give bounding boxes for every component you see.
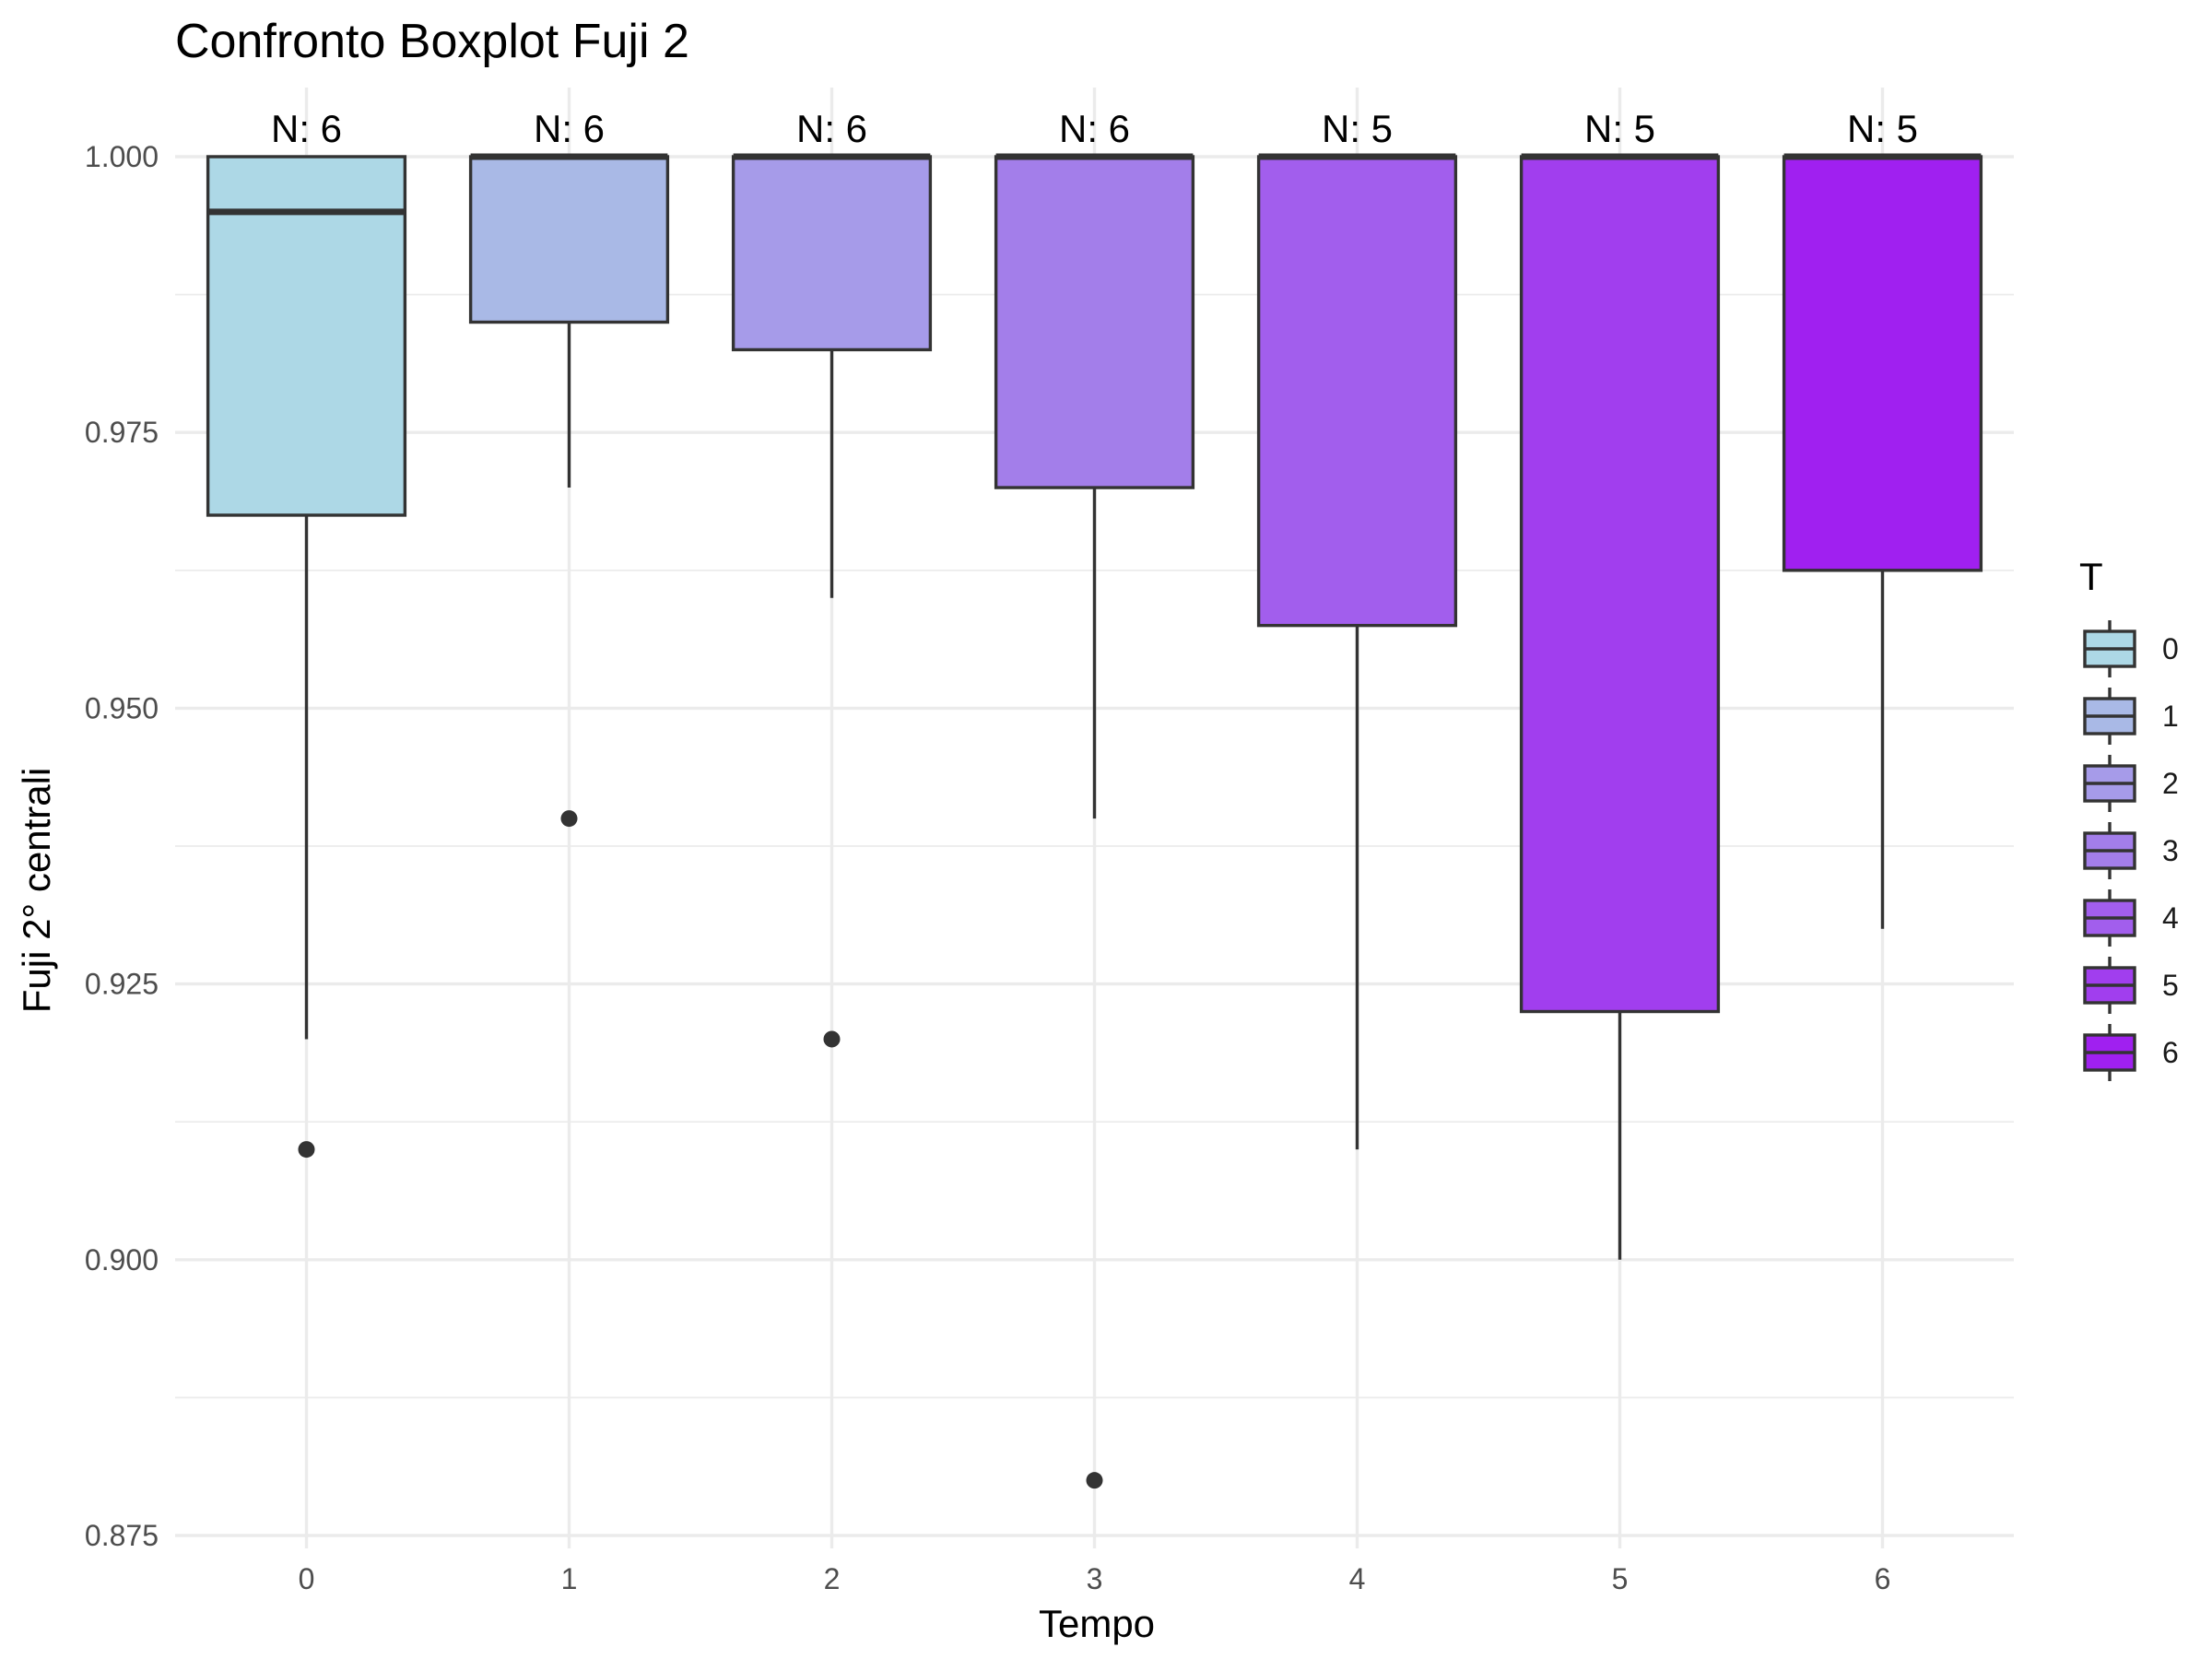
box-2: [731, 153, 933, 1048]
legend-item-4: 4: [2083, 889, 2179, 947]
n-label: N: 6: [1059, 107, 1130, 150]
n-label: N: 6: [534, 107, 605, 150]
n-labels: N: 6 N: 6 N: 6 N: 6 N: 5 N: 5 N: 5: [271, 107, 1918, 150]
outlier-point: [298, 1141, 315, 1159]
x-tick-label: 4: [1349, 1562, 1366, 1595]
x-axis-ticks: 0 1 2 3 4 5 6: [299, 1562, 1891, 1595]
box-0: [206, 155, 407, 1159]
box-body: [1519, 155, 1721, 1014]
legend-items: 0 1 2 3 4 5 6: [2083, 620, 2179, 1081]
x-tick-label: 3: [1087, 1562, 1103, 1595]
box-5: [1519, 153, 1721, 1260]
y-tick-label: 1.000: [85, 140, 159, 173]
box-body: [206, 155, 407, 517]
legend: T 0 1 2 3 4 5 6: [2079, 555, 2179, 1081]
n-label: N: 5: [1847, 107, 1918, 150]
x-tick-label: 5: [1612, 1562, 1629, 1595]
n-label: N: 5: [1322, 107, 1393, 150]
box-body: [1256, 155, 1458, 628]
y-tick-label: 0.925: [85, 968, 159, 1001]
y-axis-title: Fuji 2° centrali: [15, 768, 58, 1014]
box-4: [1256, 153, 1458, 1150]
x-axis-title: Tempo: [1039, 1602, 1155, 1645]
box-3: [994, 153, 1195, 1489]
legend-label: 0: [2162, 632, 2179, 665]
legend-label: 3: [2162, 834, 2179, 867]
boxes: [206, 153, 1983, 1489]
box-body: [468, 155, 670, 324]
n-label: N: 6: [271, 107, 342, 150]
legend-item-0: 0: [2083, 620, 2179, 677]
legend-label: 6: [2162, 1036, 2179, 1069]
outlier-point: [823, 1030, 841, 1048]
box-body: [731, 155, 933, 352]
chart-title: Confronto Boxplot Fuji 2: [175, 15, 689, 68]
legend-label: 1: [2162, 700, 2179, 733]
box-body: [994, 155, 1195, 489]
legend-title: T: [2079, 555, 2103, 598]
legend-item-5: 5: [2083, 957, 2179, 1014]
legend-item-3: 3: [2083, 822, 2179, 879]
y-tick-label: 0.950: [85, 691, 159, 724]
box-1: [468, 153, 670, 828]
x-tick-label: 1: [561, 1562, 578, 1595]
box-6: [1782, 153, 1983, 929]
legend-label: 5: [2162, 969, 2179, 1002]
outlier-point: [560, 810, 578, 828]
n-label: N: 5: [1584, 107, 1655, 150]
y-tick-label: 0.900: [85, 1243, 159, 1277]
legend-item-2: 2: [2083, 755, 2179, 812]
y-axis-ticks: 0.875 0.900 0.925 0.950 0.975 1.000: [85, 140, 159, 1552]
x-tick-label: 6: [1875, 1562, 1891, 1595]
legend-label: 4: [2162, 901, 2179, 935]
x-tick-label: 0: [299, 1562, 315, 1595]
y-tick-label: 0.975: [85, 416, 159, 449]
legend-label: 2: [2162, 767, 2179, 800]
x-tick-label: 2: [824, 1562, 841, 1595]
outlier-point: [1086, 1472, 1103, 1489]
y-tick-label: 0.875: [85, 1519, 159, 1552]
n-label: N: 6: [796, 107, 867, 150]
box-body: [1782, 155, 1983, 572]
legend-item-1: 1: [2083, 688, 2179, 745]
legend-item-6: 6: [2083, 1024, 2179, 1081]
